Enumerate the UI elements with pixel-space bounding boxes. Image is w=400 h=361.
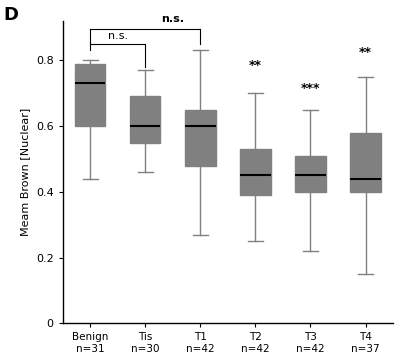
Text: D: D: [3, 6, 18, 24]
PathPatch shape: [185, 110, 216, 166]
PathPatch shape: [75, 64, 106, 126]
PathPatch shape: [130, 96, 160, 143]
Y-axis label: Meam Brown [Nuclear]: Meam Brown [Nuclear]: [20, 108, 30, 236]
PathPatch shape: [295, 156, 326, 192]
Text: n.s.: n.s.: [108, 31, 128, 40]
Text: **: **: [249, 59, 262, 72]
PathPatch shape: [240, 149, 270, 195]
Text: **: **: [359, 45, 372, 59]
PathPatch shape: [350, 133, 381, 192]
Text: ***: ***: [301, 82, 320, 95]
Text: n.s.: n.s.: [161, 14, 184, 24]
